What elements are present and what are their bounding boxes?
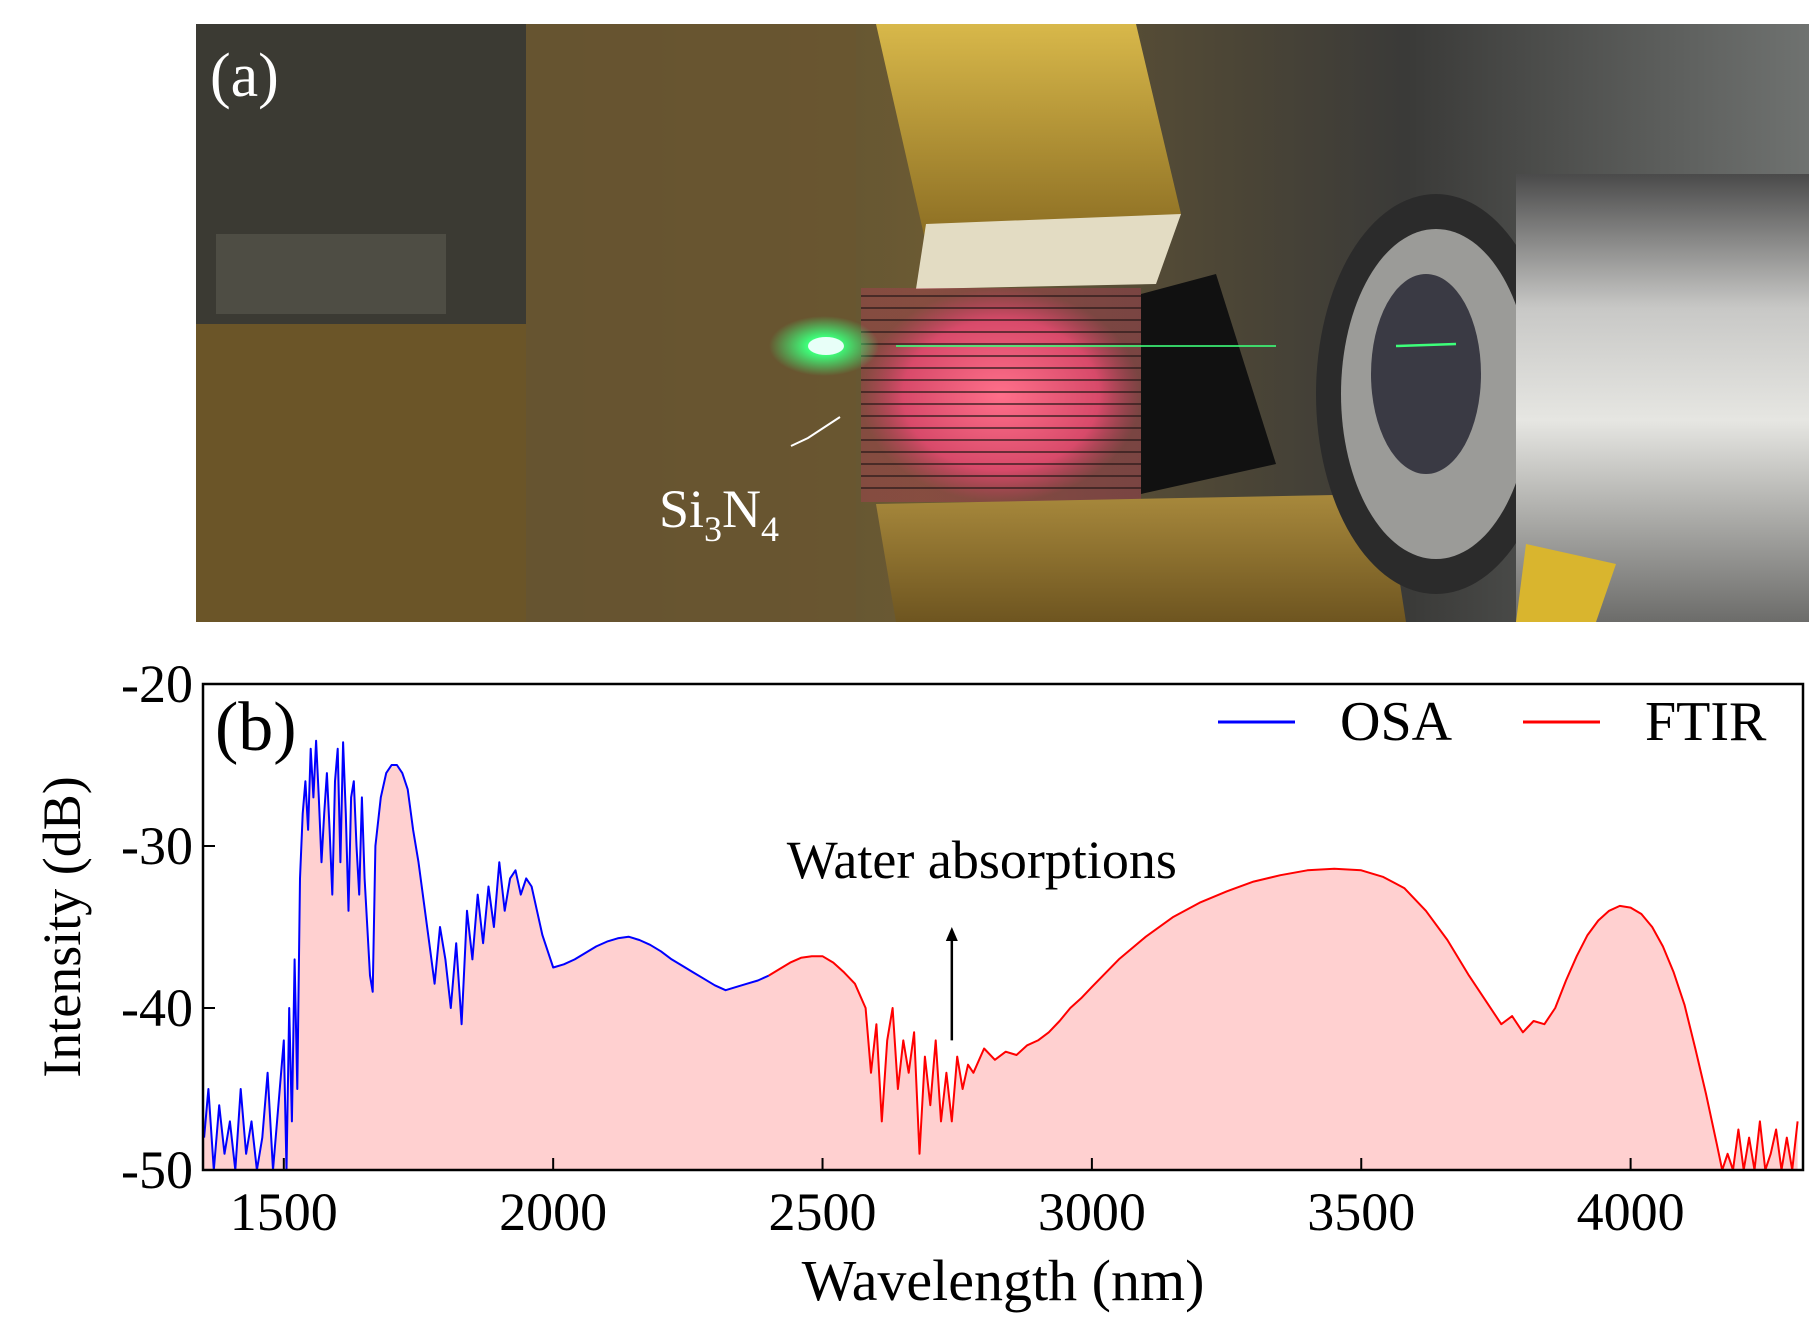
left-window-reflection [216, 234, 446, 314]
left-brass-block [196, 324, 526, 622]
x-tick-label: 2500 [769, 1182, 877, 1242]
tick-layer: 1500 2000 2500 3000 3500 4000 -20 -30 -40 -50 [121, 654, 1685, 1242]
legend-label-osa: OSA [1340, 691, 1453, 753]
si3n4-label: Si3N4 [659, 479, 779, 549]
clamp-edge-highlight [916, 214, 1181, 289]
plot-frame [201, 682, 1805, 1172]
chip-pointer-line [790, 416, 841, 447]
y-tick-label: -40 [121, 978, 193, 1038]
y-axis-label: Intensity (dB) [32, 776, 92, 1077]
yellow-tape [1516, 544, 1616, 622]
si3n4-si: Si [659, 479, 704, 539]
x-tick-label: 1500 [230, 1182, 338, 1242]
photo-panel: (a) Si3N4 [196, 24, 1809, 622]
photo-illustration: (a) Si3N4 [196, 24, 1809, 622]
panel-b-label: (b) [215, 689, 297, 766]
x-tick-label: 3000 [1038, 1182, 1146, 1242]
water-annotation: Water absorptions [787, 830, 1177, 1041]
y-tick-label: -50 [121, 1140, 193, 1200]
spectrum-chart: 1500 2000 2500 3000 3500 4000 -20 -30 -40 -50 (b)… [32, 654, 1805, 1313]
panel-a-label: (a) [210, 42, 279, 110]
x-tick-label: 2000 [499, 1182, 607, 1242]
x-axis-label: Wavelength (nm) [802, 1248, 1205, 1313]
laser-beam-spot [1395, 342, 1457, 348]
chart-panel: 1500 2000 2500 3000 3500 4000 -20 -30 -40 -50 (b)… [0, 640, 1817, 1333]
area-fill-layer [204, 740, 1798, 1170]
x-tick-label: 4000 [1577, 1182, 1685, 1242]
upper-brass-clamp [876, 24, 1181, 244]
x-tick-label: 3500 [1307, 1182, 1415, 1242]
si3n4-chip [861, 288, 1141, 502]
lower-brass-clamp [876, 494, 1406, 622]
si3n4-n: N [722, 479, 761, 539]
y-tick-label: -20 [121, 654, 193, 714]
laser-input-spot [808, 337, 844, 355]
legend: OSA FTIR [1218, 691, 1767, 753]
series-line-osa [203, 739, 770, 1171]
y-tick-label: -30 [121, 816, 193, 876]
si3n4-sub3: 3 [704, 509, 722, 549]
series-line-ftir [768, 867, 1799, 1171]
annotation-text: Water absorptions [787, 830, 1177, 890]
si3n4-sub4: 4 [761, 509, 779, 549]
chip-stripes [861, 295, 1141, 489]
legend-label-ftir: FTIR [1645, 691, 1767, 753]
annotation-arrowhead [945, 927, 958, 941]
series-layer [203, 739, 1799, 1171]
spectrum-fill-area [204, 740, 1798, 1170]
axes-layer [201, 682, 1805, 1172]
dark-chip-holder [1141, 274, 1276, 494]
lens-glass [1371, 274, 1481, 474]
steel-cylinder [1516, 174, 1809, 622]
